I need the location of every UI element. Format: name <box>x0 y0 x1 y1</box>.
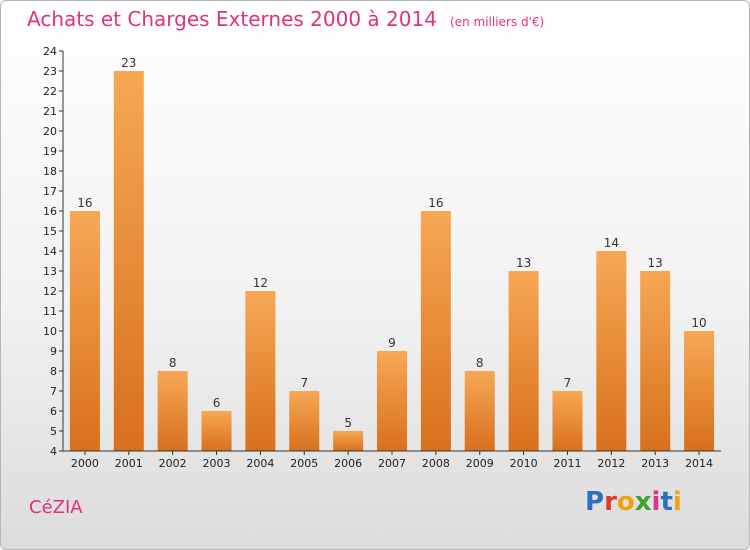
y-tick-label: 12 <box>43 285 57 298</box>
data-label-2011: 7 <box>564 376 572 390</box>
x-tick-label-2004: 2004 <box>246 457 274 470</box>
y-tick-label: 23 <box>43 65 57 78</box>
y-tick-label: 24 <box>43 45 57 58</box>
logo-letter: r <box>604 487 617 517</box>
bar-2011 <box>552 391 583 451</box>
bar-2006 <box>333 431 364 451</box>
logo-letter: i <box>651 487 661 517</box>
bar-2012 <box>596 251 627 451</box>
x-tick-label-2012: 2012 <box>597 457 625 470</box>
x-tick-label-2000: 2000 <box>71 457 99 470</box>
bar-2000 <box>69 211 100 451</box>
logo-letter: x <box>634 487 652 517</box>
proxiti-logo[interactable]: Proxiti <box>585 487 682 517</box>
data-label-2010: 13 <box>516 256 531 270</box>
bar-2002 <box>157 371 188 451</box>
x-tick-label-2001: 2001 <box>115 457 143 470</box>
bars: 16 23 8 6 12 7 5 9 16 8 13 7 14 13 10 <box>69 56 715 451</box>
y-tick-label: 20 <box>43 125 57 138</box>
data-label-2009: 8 <box>476 356 484 370</box>
x-tick-label-2014: 2014 <box>685 457 713 470</box>
chart-unit: (en milliers d'€) <box>450 15 545 29</box>
title-row: Achats et Charges Externes 2000 à 2014 (… <box>27 7 544 31</box>
y-tick-label: 17 <box>43 185 57 198</box>
bar-2007 <box>377 351 407 451</box>
bar-2004 <box>245 291 276 451</box>
y-tick-label: 11 <box>43 305 57 318</box>
x-tick-label-2005: 2005 <box>290 457 318 470</box>
data-label-2006: 5 <box>344 416 352 430</box>
logo-letter: t <box>660 487 673 517</box>
y-tick-label: 9 <box>50 345 57 358</box>
data-label-2007: 9 <box>388 336 396 350</box>
y-tick-label: 5 <box>50 425 57 438</box>
y-tick-label: 21 <box>43 105 57 118</box>
x-tick-label-2010: 2010 <box>510 457 538 470</box>
logo-letter: o <box>616 487 635 517</box>
y-tick-label: 6 <box>50 405 57 418</box>
x-tick-label-2002: 2002 <box>159 457 187 470</box>
data-label-2005: 7 <box>300 376 308 390</box>
bar-2009 <box>464 371 495 451</box>
x-tick-label-2007: 2007 <box>378 457 406 470</box>
y-tick-label: 22 <box>43 85 57 98</box>
bar-2010 <box>508 271 539 451</box>
y-axis: 4 5 6 7 8 9 10 11 12 13 14 15 16 17 18 19 20 21 22 23 24 <box>43 45 64 458</box>
bar-2001 <box>113 71 144 451</box>
y-tick-label: 14 <box>43 245 57 258</box>
logo-letter: i <box>672 487 682 517</box>
y-tick-label: 16 <box>43 205 57 218</box>
y-tick-label: 13 <box>43 265 57 278</box>
data-label-2014: 10 <box>691 316 706 330</box>
data-label-2012: 14 <box>604 236 619 250</box>
x-tick-label-2003: 2003 <box>203 457 231 470</box>
data-label-2004: 12 <box>253 276 268 290</box>
bar-2013 <box>640 271 671 451</box>
y-tick-label: 15 <box>43 225 57 238</box>
bar-2014 <box>684 331 715 451</box>
x-tick-label-2011: 2011 <box>553 457 581 470</box>
x-tick-label-2013: 2013 <box>641 457 669 470</box>
y-tick-label: 7 <box>50 385 57 398</box>
y-tick-label: 18 <box>43 165 57 178</box>
bar-2005 <box>289 391 320 451</box>
data-label-2002: 8 <box>169 356 177 370</box>
x-tick-label-2009: 2009 <box>466 457 494 470</box>
y-tick-label: 4 <box>50 445 57 458</box>
data-label-2000: 16 <box>77 196 92 210</box>
logo-letter: P <box>585 487 605 517</box>
data-label-2013: 13 <box>648 256 663 270</box>
y-tick-label: 8 <box>50 365 57 378</box>
y-tick-label: 19 <box>43 145 57 158</box>
chart-title: Achats et Charges Externes 2000 à 2014 <box>27 7 437 31</box>
data-label-2003: 6 <box>213 396 221 410</box>
x-tick-label-2008: 2008 <box>422 457 450 470</box>
x-axis: 2000 2001 2002 2003 2004 2005 2006 2007 2008 2009… <box>63 450 721 470</box>
bar-2003 <box>201 411 232 451</box>
commune-name: CéZIA <box>29 497 83 518</box>
data-label-2008: 16 <box>428 196 443 210</box>
bar-2008 <box>420 211 451 451</box>
x-tick-label-2006: 2006 <box>334 457 362 470</box>
y-tick-label: 10 <box>43 325 57 338</box>
data-label-2001: 23 <box>121 56 136 70</box>
